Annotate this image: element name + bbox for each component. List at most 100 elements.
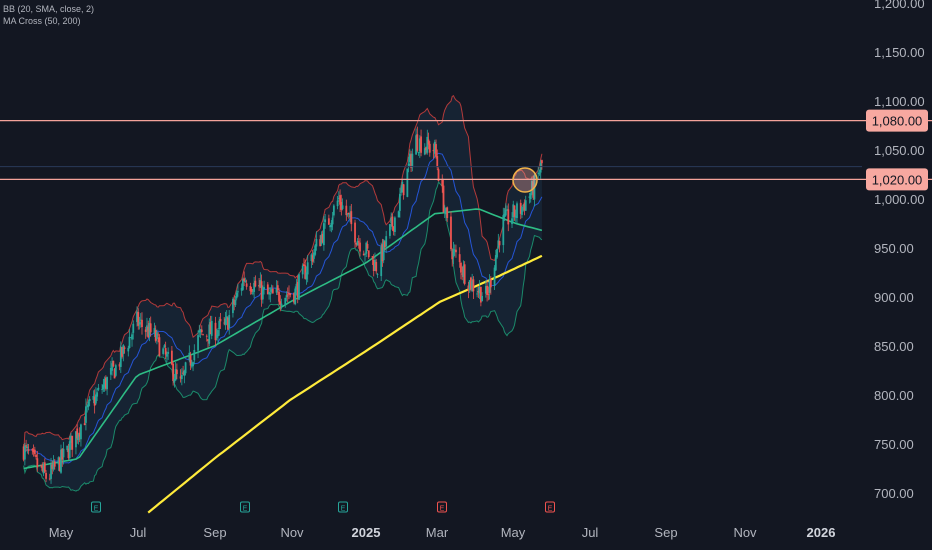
candle-body bbox=[390, 218, 393, 224]
price-axis-tick: 900.00 bbox=[874, 290, 914, 305]
candle-body bbox=[102, 384, 105, 390]
candle-body bbox=[219, 318, 222, 322]
candle-body bbox=[227, 317, 229, 330]
earnings-marker[interactable]: E bbox=[437, 501, 447, 513]
candle-body bbox=[199, 329, 202, 333]
price-axis[interactable]: 1,200.00 1,150.00 1,100.00 1,050.00 1,000.00… bbox=[874, 0, 925, 501]
candle-body bbox=[80, 424, 82, 440]
bb-band-fill bbox=[23, 95, 542, 492]
candle-body bbox=[128, 336, 131, 349]
level-price-tag[interactable] bbox=[866, 109, 928, 132]
candle-body bbox=[354, 222, 356, 243]
time-axis[interactable]: May Jul Sep Nov 2025 Mar May Jul Sep Nov 2026 bbox=[49, 525, 836, 540]
candle-body bbox=[148, 323, 151, 336]
candle-body bbox=[205, 335, 208, 337]
candle-body bbox=[197, 335, 199, 351]
candle-body bbox=[170, 350, 173, 365]
candle-body bbox=[164, 348, 167, 355]
candle-body bbox=[138, 322, 141, 325]
candle-body bbox=[71, 435, 74, 450]
candle-body bbox=[259, 280, 262, 288]
candle-body bbox=[32, 449, 35, 453]
ma-cross-indicator-label[interactable]: MA Cross (50, 200) bbox=[3, 16, 81, 26]
candle-body bbox=[321, 233, 324, 243]
candle-body bbox=[367, 250, 370, 258]
candle-body bbox=[305, 272, 308, 280]
earnings-marker[interactable]: E bbox=[338, 501, 348, 513]
candle-body bbox=[182, 372, 184, 374]
price-axis-tick: 800.00 bbox=[874, 388, 914, 403]
candle-body bbox=[223, 322, 226, 324]
candle-body bbox=[411, 153, 414, 168]
candle-body bbox=[427, 139, 430, 145]
candle-body bbox=[209, 322, 212, 335]
candle-body bbox=[425, 147, 427, 150]
time-axis-tick: 2026 bbox=[807, 525, 836, 540]
candle-body bbox=[268, 291, 270, 295]
candle-body bbox=[53, 461, 56, 467]
price-axis-tick: 1,050.00 bbox=[874, 143, 925, 158]
candle-body bbox=[472, 279, 475, 292]
candle-body bbox=[121, 347, 123, 357]
candle-body bbox=[162, 348, 165, 354]
candle-body bbox=[157, 334, 160, 336]
time-axis-tick: Sep bbox=[203, 525, 226, 540]
earnings-marker[interactable]: E bbox=[240, 501, 250, 513]
candle-body bbox=[237, 291, 239, 293]
candle-body bbox=[511, 218, 513, 225]
candle-body bbox=[289, 293, 292, 296]
candle-body bbox=[402, 184, 405, 196]
price-axis-tick: 950.00 bbox=[874, 241, 914, 256]
candle-body bbox=[415, 135, 417, 155]
candle-body bbox=[423, 148, 426, 155]
candle-body bbox=[470, 277, 472, 290]
bb-indicator-label[interactable]: BB (20, SMA, close, 2) bbox=[3, 4, 95, 14]
candle-body bbox=[136, 311, 138, 323]
candle-body bbox=[62, 448, 65, 458]
candle-body bbox=[296, 281, 299, 298]
candle-body bbox=[420, 136, 422, 153]
candle-body bbox=[389, 224, 391, 236]
candle-body bbox=[279, 301, 282, 305]
candle-body bbox=[202, 334, 204, 336]
price-axis-tick: 1,000.00 bbox=[874, 192, 925, 207]
candle-body bbox=[93, 397, 96, 406]
candle-body bbox=[119, 346, 122, 367]
candle-body bbox=[401, 181, 404, 193]
candle-body bbox=[357, 241, 360, 243]
candle-body bbox=[407, 163, 410, 166]
candle-body bbox=[60, 449, 62, 473]
candle-body bbox=[198, 330, 201, 333]
candle-body bbox=[320, 234, 323, 245]
candle-body bbox=[235, 292, 238, 299]
candle-body bbox=[346, 213, 349, 215]
candle-body bbox=[455, 249, 457, 253]
candle-body bbox=[214, 322, 217, 341]
candle-body bbox=[428, 143, 431, 153]
candle-body bbox=[304, 265, 307, 279]
candle-body bbox=[280, 303, 283, 306]
candle-body bbox=[541, 160, 543, 164]
candle-body bbox=[75, 431, 77, 448]
candle-body bbox=[225, 316, 228, 319]
candle-body bbox=[416, 134, 419, 151]
candle-body bbox=[200, 329, 203, 333]
candle-body bbox=[249, 286, 252, 292]
candle-body bbox=[76, 428, 79, 439]
candle-body bbox=[166, 354, 168, 357]
candle-body bbox=[96, 392, 99, 397]
candle-body bbox=[366, 244, 369, 249]
candle-body bbox=[537, 172, 540, 174]
earnings-marker[interactable]: E bbox=[545, 501, 555, 513]
candle-body bbox=[433, 141, 436, 154]
horizontal-levels[interactable]: 1,080.00 1,020.00 bbox=[0, 109, 932, 191]
bollinger-bands bbox=[23, 94, 543, 492]
candle-body bbox=[57, 457, 60, 465]
candle-body bbox=[251, 292, 254, 294]
earnings-marker[interactable]: E bbox=[91, 501, 101, 513]
level-price-tag[interactable] bbox=[866, 168, 928, 191]
candle-body bbox=[417, 152, 420, 153]
